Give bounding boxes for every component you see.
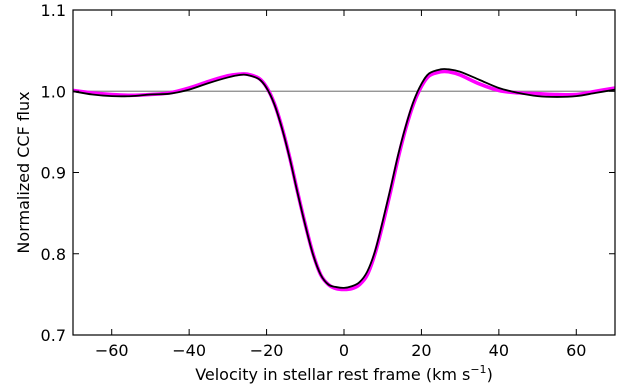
x-axis-title: Velocity in stellar rest frame (km s−1) (195, 363, 493, 384)
x-tick-label: 20 (411, 341, 431, 360)
tick-label-layer: −60 −40 −20 0 20 40 60 0.7 0.8 0.9 1.0 1.1 (41, 1, 587, 360)
y-tick-label: 0.8 (41, 245, 66, 264)
x-tick-label: 60 (566, 341, 586, 360)
y-tick-label: 1.0 (41, 82, 66, 101)
x-tick-label: −20 (250, 341, 284, 360)
x-tick-label: 40 (489, 341, 509, 360)
plot-frame (72, 9, 616, 336)
series-line-1 (72, 69, 616, 292)
x-axis-title-superscript: −1 (470, 363, 486, 376)
y-tick-label: 0.9 (41, 164, 66, 183)
series-layer (72, 68, 616, 292)
y-axis-title: Normalized CCF flux (14, 91, 33, 253)
tick-layer (73, 9, 615, 336)
y-tick-label: 0.7 (41, 326, 66, 345)
x-axis-title-suffix: ) (487, 365, 493, 384)
x-tick-label: −40 (172, 341, 206, 360)
x-tick-label: −60 (95, 341, 129, 360)
series-line-2 (72, 68, 616, 289)
x-tick-label: 0 (339, 341, 349, 360)
y-tick-label: 1.1 (41, 1, 66, 20)
x-axis-title-main: Velocity in stellar rest frame (km s (195, 365, 470, 384)
